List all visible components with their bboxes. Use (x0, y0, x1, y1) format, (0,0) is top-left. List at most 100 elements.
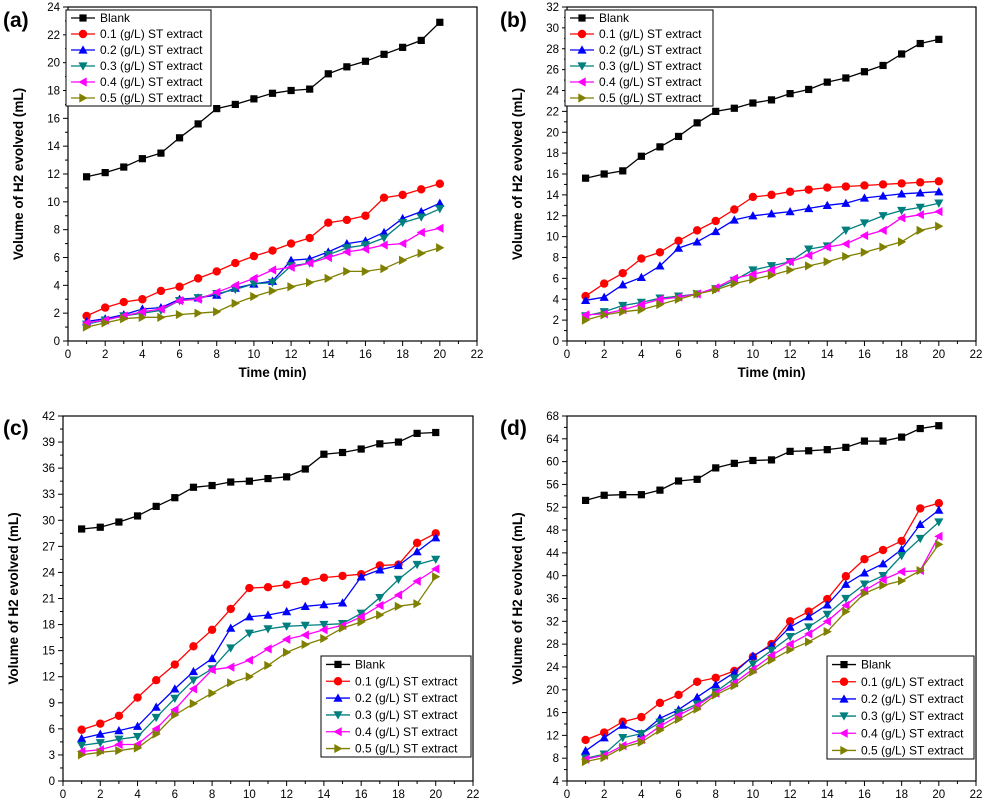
legend-entry: 0.3 (g/L) ST extract (599, 59, 702, 73)
y-tick-label: 9 (49, 698, 55, 710)
x-tick-label: 0 (60, 789, 66, 801)
data-point (338, 571, 347, 581)
legend-entry: 0.3 (g/L) ST extract (861, 709, 964, 723)
data-point (416, 213, 426, 222)
series-3 (77, 533, 441, 743)
data-point (189, 483, 198, 491)
x-tick-label: 22 (467, 789, 480, 801)
y-tick-label: 12 (42, 672, 55, 684)
data-point (189, 642, 198, 651)
legend-marker (839, 712, 849, 721)
y-tick-label: 6 (54, 253, 60, 265)
x-tick-label: 4 (638, 789, 645, 801)
data-point (692, 692, 702, 701)
data-point (878, 212, 888, 221)
data-point (916, 565, 925, 576)
data-point (581, 315, 591, 325)
y-tick-label: 8 (54, 225, 60, 237)
data-point (860, 554, 869, 564)
data-point (656, 143, 664, 151)
data-point (268, 246, 277, 255)
data-point (618, 733, 628, 743)
data-point (897, 552, 907, 561)
data-point (286, 262, 295, 272)
legend-marker (334, 743, 343, 754)
data-point (581, 496, 590, 505)
data-point (431, 564, 440, 574)
data-point (194, 120, 202, 128)
y-tick-label: 2 (54, 308, 60, 320)
data-point (804, 250, 813, 261)
y-axis-title: Volume of H2 evolved (mL) (510, 512, 525, 684)
data-point (786, 645, 795, 655)
data-point (188, 684, 198, 694)
data-point (674, 132, 683, 141)
legend-entry: 0.1 (g/L) ST extract (599, 27, 702, 41)
y-tick-label: 10 (47, 197, 60, 209)
y-tick-label: 22 (546, 106, 559, 118)
data-point (673, 710, 683, 721)
data-point (399, 43, 407, 51)
data-point (245, 583, 254, 593)
data-point (412, 538, 422, 548)
x-tick-label: 4 (139, 349, 146, 361)
x-tick-label: 12 (285, 349, 298, 361)
data-point (804, 623, 814, 632)
data-point (417, 185, 426, 194)
y-tick-label: 15 (42, 646, 55, 658)
data-point (636, 299, 646, 310)
data-point (748, 211, 758, 220)
x-tick-label: 6 (172, 789, 178, 801)
data-point (207, 653, 217, 663)
legend: Blank 0.1 (g/L) ST extract 0.2 (g/L) ST ex… (826, 655, 975, 760)
x-tick-label: 2 (601, 349, 607, 361)
data-point (916, 178, 925, 187)
x-tick-label: 4 (134, 789, 141, 801)
x-tick-label: 0 (65, 349, 71, 361)
data-point (805, 261, 814, 271)
y-tick-label: 24 (42, 567, 55, 579)
data-point (249, 280, 259, 289)
data-point (898, 433, 906, 441)
y-tick-label: 4 (553, 294, 560, 306)
data-point (208, 688, 217, 698)
data-point (599, 279, 609, 288)
data-point (823, 78, 831, 86)
legend: Blank 0.1 (g/L) ST extract 0.2 (g/L) ST ex… (564, 9, 714, 107)
data-point (393, 590, 403, 600)
y-tick-label: 26 (546, 65, 559, 77)
data-point (77, 750, 87, 760)
data-point (282, 622, 292, 631)
data-point (637, 491, 645, 499)
data-point (417, 248, 426, 258)
legend-entry: 0.4 (g/L) ST extract (861, 726, 964, 740)
data-point (320, 450, 328, 458)
data-point (860, 181, 869, 190)
series-4 (77, 555, 441, 750)
data-point (785, 617, 795, 626)
data-point (361, 57, 370, 65)
data-point (599, 728, 609, 737)
y-tick-label: 16 (47, 113, 60, 125)
data-point (580, 295, 591, 304)
legend-marker (578, 93, 587, 103)
y-tick-label: 64 (546, 434, 559, 446)
data-point (748, 192, 758, 202)
x-tick-label: 10 (248, 349, 261, 361)
series-1 (78, 428, 440, 533)
y-tick-label: 33 (42, 489, 55, 501)
legend-marker (333, 693, 343, 702)
data-point (287, 282, 296, 292)
data-point (231, 298, 240, 309)
y-axis-title: Volume of H2 evolved (mL) (6, 512, 21, 684)
legend-marker (577, 62, 587, 71)
x-tick-label: 20 (429, 789, 442, 801)
legend-entry: 0.1 (g/L) ST extract (861, 675, 964, 689)
data-point (878, 180, 888, 189)
data-point (897, 213, 906, 223)
legend-entry: 0.5 (g/L) ST extract (100, 91, 203, 105)
x-tick-label: 8 (713, 349, 719, 361)
y-tick-label: 56 (546, 479, 559, 491)
data-point (264, 660, 273, 671)
data-point (730, 205, 739, 214)
